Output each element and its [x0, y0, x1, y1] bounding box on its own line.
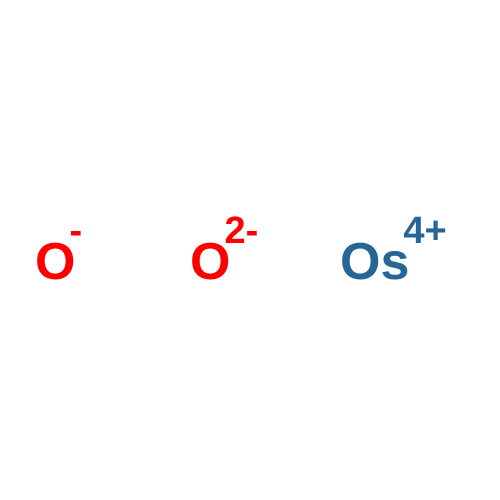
atom-charge: 4+ [403, 210, 446, 253]
atom-symbol: Os [340, 232, 409, 292]
atom-oxygen-1: O- [35, 232, 82, 292]
atom-oxygen-2: O2- [190, 232, 258, 292]
atom-charge: - [69, 210, 82, 253]
atom-osmium: Os4+ [340, 232, 447, 292]
atom-charge: 2- [224, 210, 258, 253]
